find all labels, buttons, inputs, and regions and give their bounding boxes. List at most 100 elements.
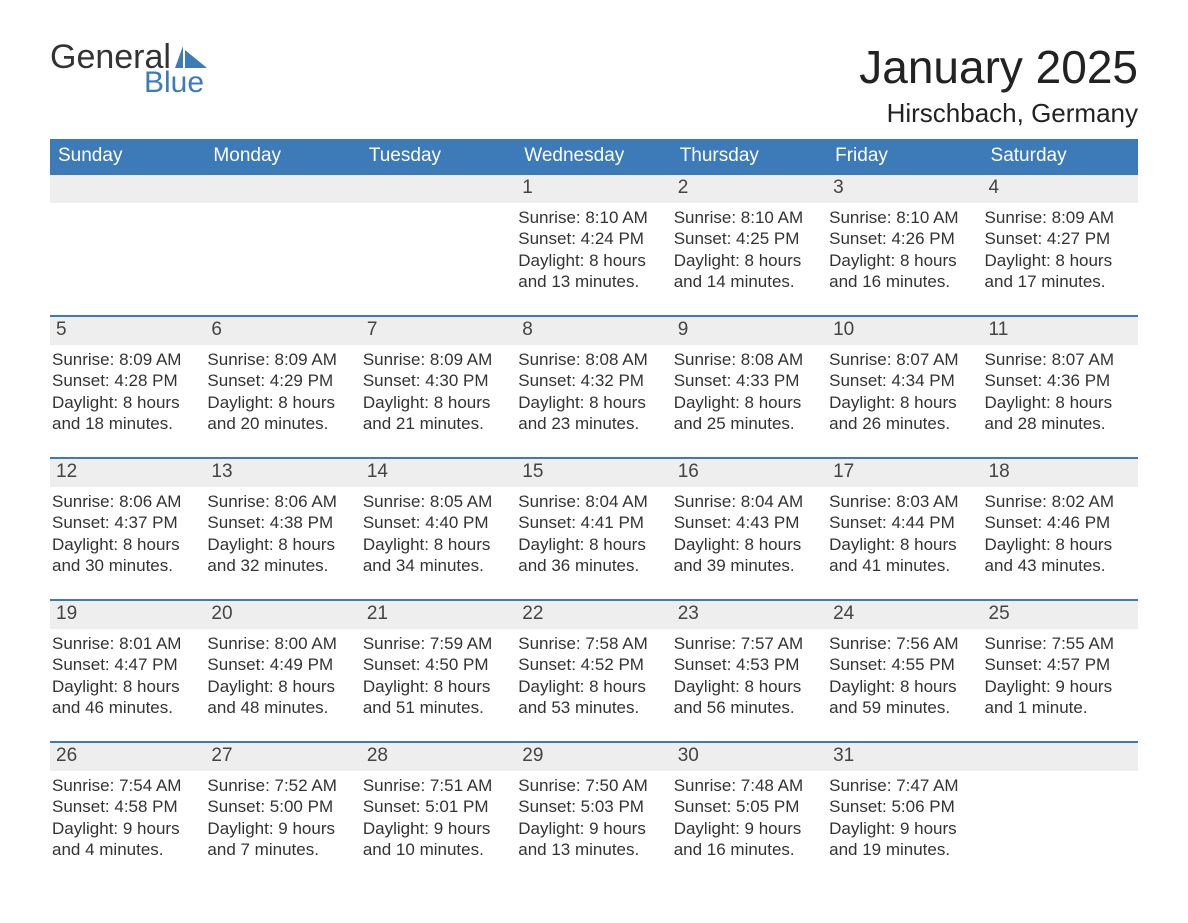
calendar-day-cell: 8Sunrise: 8:08 AMSunset: 4:32 PMDaylight… [516, 316, 671, 458]
calendar-week-row: 1Sunrise: 8:10 AMSunset: 4:24 PMDaylight… [50, 174, 1138, 316]
daylight-text-line2: and 23 minutes. [518, 413, 669, 434]
calendar-week-row: 26Sunrise: 7:54 AMSunset: 4:58 PMDayligh… [50, 742, 1138, 883]
daylight-text-line1: Daylight: 8 hours [985, 392, 1136, 413]
day-number: 3 [827, 175, 982, 203]
sunrise-text: Sunrise: 8:07 AM [829, 349, 980, 370]
day-number: 11 [983, 317, 1138, 345]
day-number [50, 175, 205, 203]
daylight-text-line2: and 32 minutes. [207, 555, 358, 576]
calendar-table: Sunday Monday Tuesday Wednesday Thursday… [50, 139, 1138, 883]
day-details: Sunrise: 8:05 AMSunset: 4:40 PMDaylight:… [361, 487, 516, 580]
daylight-text-line2: and 20 minutes. [207, 413, 358, 434]
sunset-text: Sunset: 4:34 PM [829, 370, 980, 391]
day-details: Sunrise: 8:10 AMSunset: 4:24 PMDaylight:… [516, 203, 671, 296]
calendar-day-cell: 30Sunrise: 7:48 AMSunset: 5:05 PMDayligh… [672, 742, 827, 883]
day-number: 7 [361, 317, 516, 345]
day-details: Sunrise: 7:55 AMSunset: 4:57 PMDaylight:… [983, 629, 1138, 722]
sunset-text: Sunset: 4:38 PM [207, 512, 358, 533]
daylight-text-line2: and 16 minutes. [829, 271, 980, 292]
weekday-header: Friday [827, 139, 982, 174]
sunrise-text: Sunrise: 8:08 AM [674, 349, 825, 370]
day-number: 10 [827, 317, 982, 345]
day-details: Sunrise: 7:56 AMSunset: 4:55 PMDaylight:… [827, 629, 982, 722]
daylight-text-line2: and 13 minutes. [518, 271, 669, 292]
day-details: Sunrise: 7:54 AMSunset: 4:58 PMDaylight:… [50, 771, 205, 864]
day-details: Sunrise: 8:09 AMSunset: 4:28 PMDaylight:… [50, 345, 205, 438]
day-number: 4 [983, 175, 1138, 203]
day-details: Sunrise: 8:09 AMSunset: 4:30 PMDaylight:… [361, 345, 516, 438]
daylight-text-line1: Daylight: 9 hours [363, 818, 514, 839]
daylight-text-line1: Daylight: 8 hours [829, 676, 980, 697]
calendar-day-cell: 23Sunrise: 7:57 AMSunset: 4:53 PMDayligh… [672, 600, 827, 742]
day-number: 23 [672, 601, 827, 629]
weekday-header: Wednesday [516, 139, 671, 174]
daylight-text-line2: and 56 minutes. [674, 697, 825, 718]
day-number: 12 [50, 459, 205, 487]
daylight-text-line1: Daylight: 8 hours [207, 392, 358, 413]
daylight-text-line1: Daylight: 8 hours [52, 392, 203, 413]
weekday-header: Thursday [672, 139, 827, 174]
sunrise-text: Sunrise: 8:09 AM [52, 349, 203, 370]
day-details: Sunrise: 7:52 AMSunset: 5:00 PMDaylight:… [205, 771, 360, 864]
calendar-day-cell: 13Sunrise: 8:06 AMSunset: 4:38 PMDayligh… [205, 458, 360, 600]
sunset-text: Sunset: 4:40 PM [363, 512, 514, 533]
sunrise-text: Sunrise: 8:06 AM [52, 491, 203, 512]
daylight-text-line1: Daylight: 8 hours [674, 676, 825, 697]
sunrise-text: Sunrise: 7:54 AM [52, 775, 203, 796]
sunset-text: Sunset: 5:05 PM [674, 796, 825, 817]
sunset-text: Sunset: 4:37 PM [52, 512, 203, 533]
daylight-text-line1: Daylight: 8 hours [674, 534, 825, 555]
sunset-text: Sunset: 4:47 PM [52, 654, 203, 675]
day-number: 21 [361, 601, 516, 629]
month-title: January 2025 [859, 40, 1138, 94]
sunrise-text: Sunrise: 8:10 AM [674, 207, 825, 228]
daylight-text-line1: Daylight: 8 hours [985, 250, 1136, 271]
weekday-header: Saturday [983, 139, 1138, 174]
daylight-text-line1: Daylight: 8 hours [518, 250, 669, 271]
sunrise-text: Sunrise: 8:09 AM [985, 207, 1136, 228]
day-details [361, 203, 516, 211]
day-details [983, 771, 1138, 779]
daylight-text-line1: Daylight: 8 hours [674, 250, 825, 271]
day-details [205, 203, 360, 211]
calendar-day-cell: 12 Sunrise: 8:06 AMSunset: 4:37 PMDayligh… [50, 458, 205, 600]
daylight-text-line2: and 16 minutes. [674, 839, 825, 860]
sunset-text: Sunset: 4:55 PM [829, 654, 980, 675]
sunset-text: Sunset: 4:43 PM [674, 512, 825, 533]
calendar-day-cell: 21Sunrise: 7:59 AMSunset: 4:50 PMDayligh… [361, 600, 516, 742]
day-number: 20 [205, 601, 360, 629]
day-number: 28 [361, 743, 516, 771]
day-details [50, 203, 205, 211]
day-number: 9 [672, 317, 827, 345]
daylight-text-line2: and 36 minutes. [518, 555, 669, 576]
day-details: Sunrise: 8:08 AMSunset: 4:32 PMDaylight:… [516, 345, 671, 438]
logo: General Blue [50, 40, 207, 98]
daylight-text-line2: and 7 minutes. [207, 839, 358, 860]
calendar-header-row: Sunday Monday Tuesday Wednesday Thursday… [50, 139, 1138, 174]
daylight-text-line2: and 43 minutes. [985, 555, 1136, 576]
sunrise-text: Sunrise: 7:47 AM [829, 775, 980, 796]
sunrise-text: Sunrise: 8:09 AM [363, 349, 514, 370]
daylight-text-line1: Daylight: 8 hours [52, 534, 203, 555]
day-number: 5 [50, 317, 205, 345]
calendar-day-cell: 24Sunrise: 7:56 AMSunset: 4:55 PMDayligh… [827, 600, 982, 742]
sunset-text: Sunset: 5:06 PM [829, 796, 980, 817]
calendar-day-cell: 18Sunrise: 8:02 AMSunset: 4:46 PMDayligh… [983, 458, 1138, 600]
day-details: Sunrise: 8:07 AMSunset: 4:34 PMDaylight:… [827, 345, 982, 438]
sunset-text: Sunset: 5:03 PM [518, 796, 669, 817]
calendar-day-cell: 14Sunrise: 8:05 AMSunset: 4:40 PMDayligh… [361, 458, 516, 600]
day-number [983, 743, 1138, 771]
sunrise-text: Sunrise: 7:48 AM [674, 775, 825, 796]
sunrise-text: Sunrise: 7:59 AM [363, 633, 514, 654]
day-number: 14 [361, 459, 516, 487]
sunset-text: Sunset: 4:52 PM [518, 654, 669, 675]
day-number: 29 [516, 743, 671, 771]
sunrise-text: Sunrise: 8:02 AM [985, 491, 1136, 512]
sunset-text: Sunset: 4:58 PM [52, 796, 203, 817]
calendar-day-cell [50, 174, 205, 316]
sunset-text: Sunset: 4:46 PM [985, 512, 1136, 533]
daylight-text-line1: Daylight: 9 hours [207, 818, 358, 839]
daylight-text-line1: Daylight: 8 hours [674, 392, 825, 413]
sunrise-text: Sunrise: 7:58 AM [518, 633, 669, 654]
day-number: 31 [827, 743, 982, 771]
